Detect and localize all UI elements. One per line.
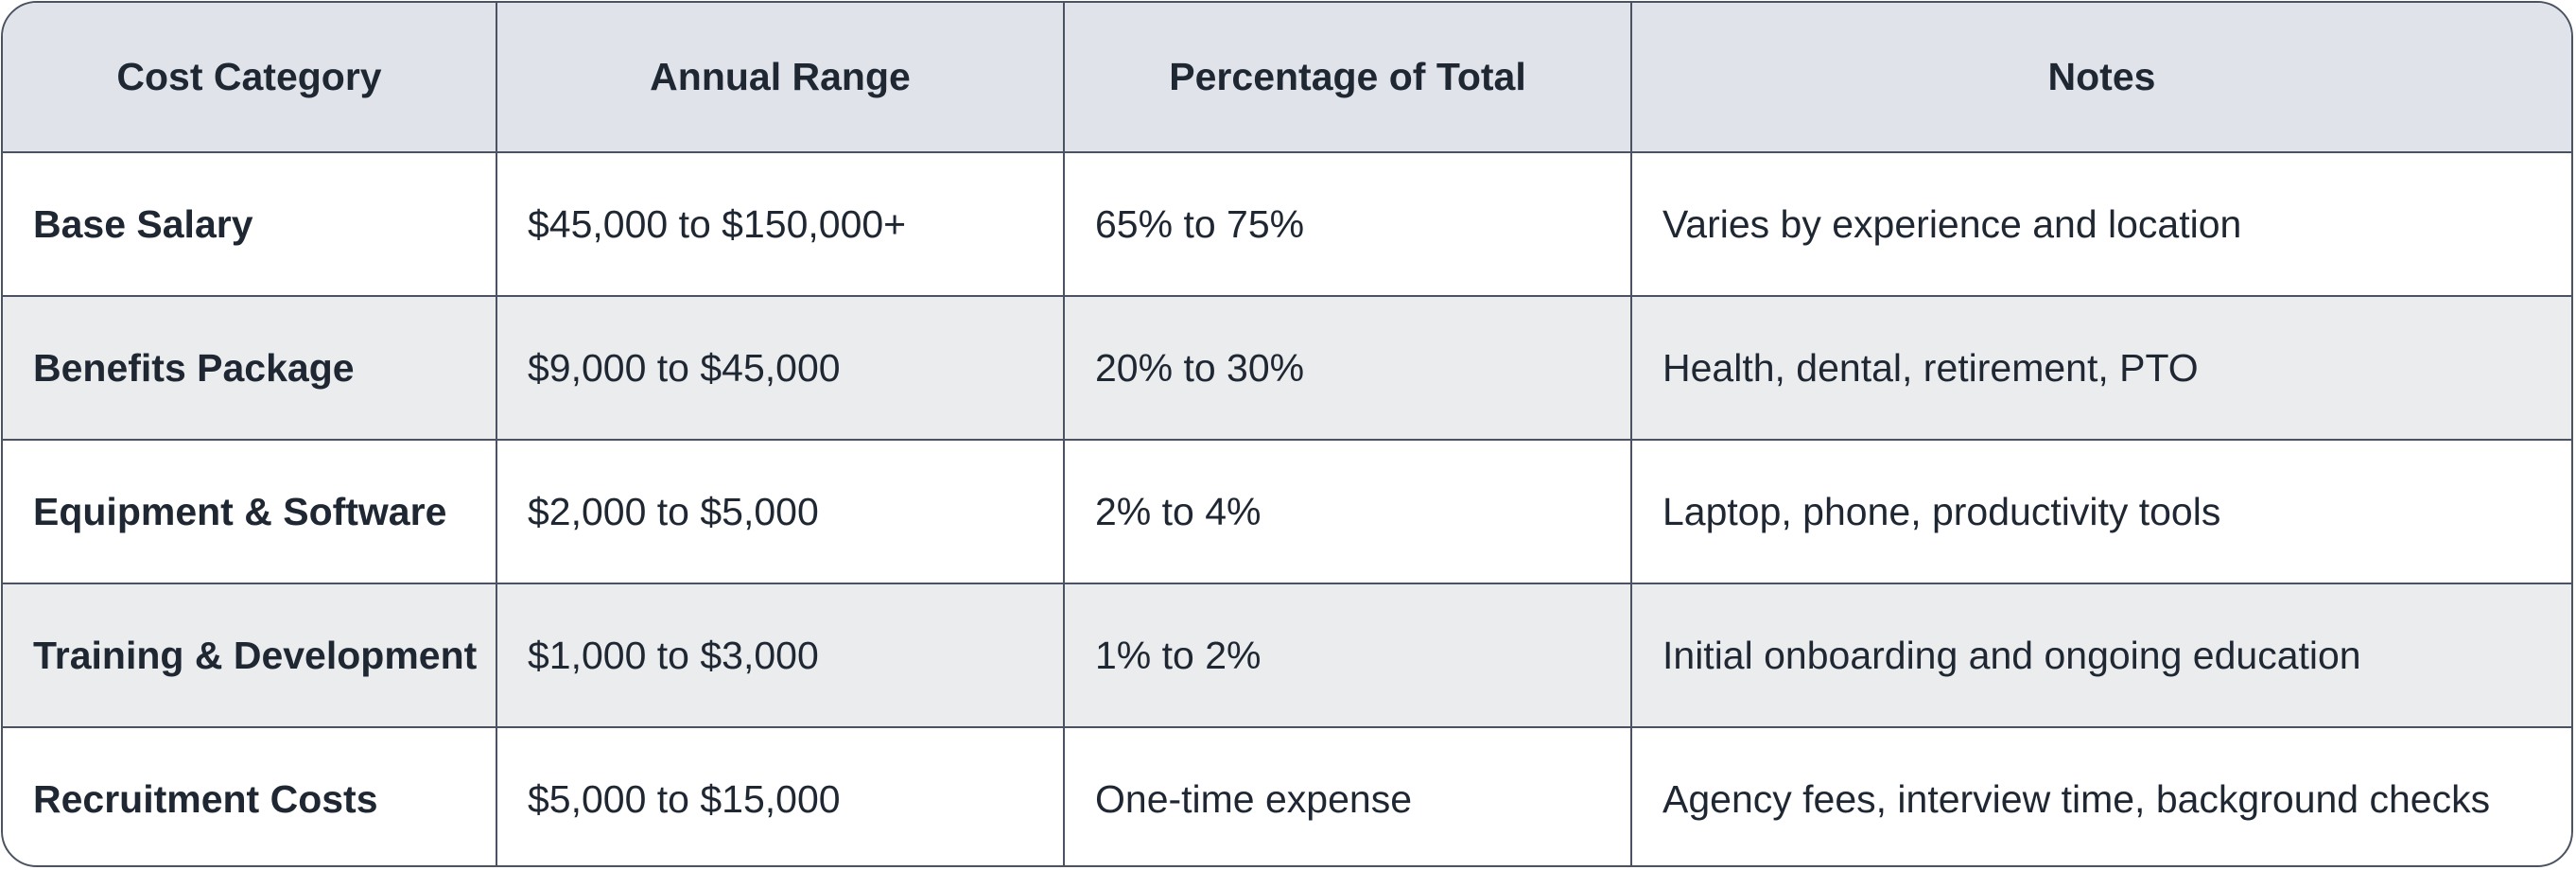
cell-category: Training & Development [3,583,497,728]
header-notes: Notes [1631,3,2571,153]
table-row: Base Salary $45,000 to $150,000+ 65% to … [3,152,2571,297]
cell-notes: Health, dental, retirement, PTO [1631,296,2571,441]
cost-table: Cost Category Annual Range Percentage of… [3,3,2571,865]
cell-category: Base Salary [3,152,497,297]
header-percentage-of-total: Percentage of Total [1064,3,1632,153]
cell-category: Equipment & Software [3,440,497,584]
table-row: Training & Development $1,000 to $3,000 … [3,583,2571,728]
cell-notes: Agency fees, interview time, background … [1662,777,2491,821]
table-row: Equipment & Software $2,000 to $5,000 2%… [3,440,2571,584]
table-row: Benefits Package $9,000 to $45,000 20% t… [3,296,2571,441]
table-row: Recruitment Costs $5,000 to $15,000 One-… [3,727,2571,865]
cell-range: $1,000 to $3,000 [496,583,1065,728]
cell-range: $5,000 to $15,000 [496,727,1065,865]
header-annual-range: Annual Range [496,3,1065,153]
cell-range: $45,000 to $150,000+ [496,152,1065,297]
cell-percentage: 1% to 2% [1064,583,1632,728]
cell-notes: Laptop, phone, productivity tools [1631,440,2571,584]
cell-notes: Initial onboarding and ongoing education [1631,583,2571,728]
cell-range: $9,000 to $45,000 [496,296,1065,441]
table-header-row: Cost Category Annual Range Percentage of… [3,3,2571,153]
cell-notes: Varies by experience and location [1631,152,2571,297]
cell-percentage: One-time expense [1064,727,1632,865]
cell-range: $2,000 to $5,000 [496,440,1065,584]
cell-percentage: 65% to 75% [1064,152,1632,297]
header-cost-category: Cost Category [3,3,497,153]
cell-percentage: 20% to 30% [1064,296,1632,441]
cell-percentage: 2% to 4% [1064,440,1632,584]
cell-category: Benefits Package [3,296,497,441]
cell-category: Recruitment Costs [3,727,497,865]
